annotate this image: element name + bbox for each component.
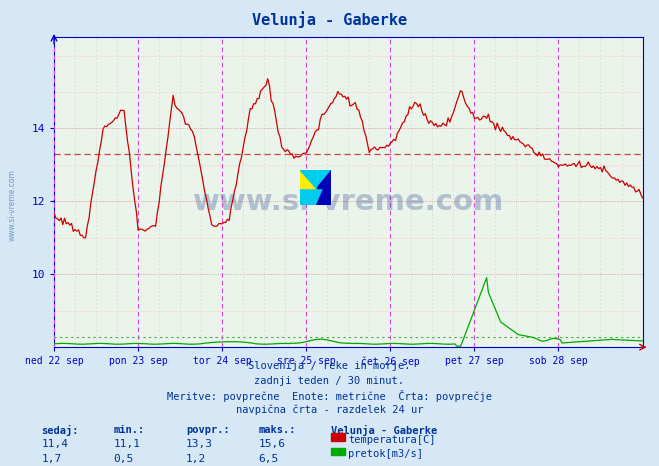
Text: 13,3: 13,3 [186,439,213,449]
Text: povpr.:: povpr.: [186,425,229,435]
Text: 1,2: 1,2 [186,454,206,464]
Text: Velunja - Gaberke: Velunja - Gaberke [331,425,437,436]
Text: sedaj:: sedaj: [42,425,79,436]
Text: www.si-vreme.com: www.si-vreme.com [192,187,504,215]
Bar [300,170,316,187]
Text: Velunja - Gaberke: Velunja - Gaberke [252,12,407,28]
Text: pretok[m3/s]: pretok[m3/s] [348,449,423,459]
Text: min.:: min.: [113,425,144,435]
Text: 11,4: 11,4 [42,439,69,449]
Polygon shape [316,170,331,205]
Text: Slovenija / reke in morje.: Slovenija / reke in morje. [248,361,411,371]
Text: 1,7: 1,7 [42,454,62,464]
Text: 6,5: 6,5 [258,454,279,464]
Text: Meritve: povprečne  Enote: metrične  Črta: povprečje: Meritve: povprečne Enote: metrične Črta:… [167,390,492,402]
Text: www.si-vreme.com: www.si-vreme.com [8,169,17,241]
Text: temperatura[C]: temperatura[C] [348,435,436,445]
Text: 0,5: 0,5 [113,454,134,464]
Text: navpična črta - razdelek 24 ur: navpična črta - razdelek 24 ur [236,404,423,415]
Text: zadnji teden / 30 minut.: zadnji teden / 30 minut. [254,376,405,385]
Text: 11,1: 11,1 [113,439,140,449]
Text: maks.:: maks.: [258,425,296,435]
Polygon shape [300,170,316,187]
Text: 15,6: 15,6 [258,439,285,449]
Polygon shape [316,170,331,187]
